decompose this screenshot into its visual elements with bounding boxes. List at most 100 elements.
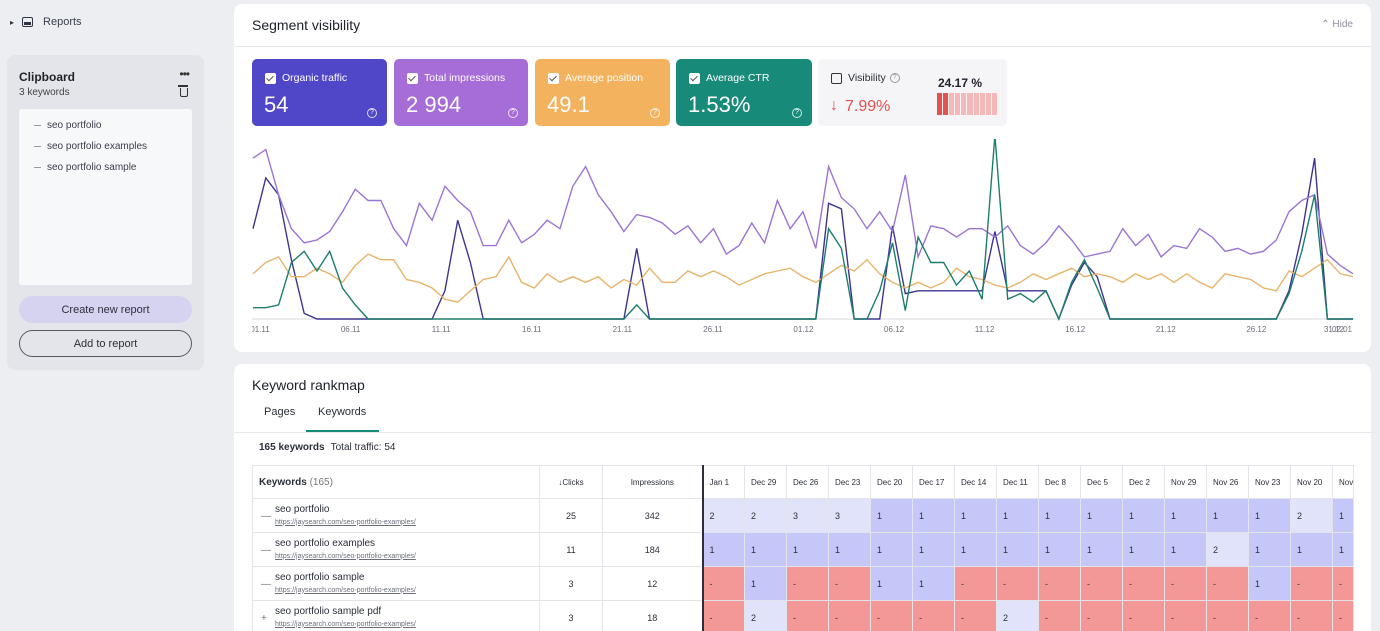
rank-cell[interactable]: 1	[1038, 498, 1081, 533]
rank-cell[interactable]: -	[786, 600, 829, 631]
help-icon[interactable]: ?	[367, 108, 377, 118]
metric-average-position[interactable]: Average position 49.1 ?	[535, 59, 670, 126]
help-icon[interactable]: ?	[508, 108, 518, 118]
keyword-cell[interactable]: — seo portfolio https://jaysearch.com/seo-…	[252, 498, 540, 533]
table-row[interactable]: — seo portfolio sample https://jaysearch.c…	[252, 566, 1355, 601]
checkbox-checked-icon[interactable]	[689, 72, 700, 84]
rank-cell[interactable]: 1	[786, 532, 829, 567]
rank-cell[interactable]: 1	[1122, 498, 1165, 533]
rank-cell[interactable]: -	[701, 566, 745, 601]
rank-cell[interactable]: -	[1080, 600, 1123, 631]
clicks-column-header[interactable]: ↓Clicks	[539, 465, 603, 499]
hide-button[interactable]: ⌃ Hide	[1321, 19, 1353, 30]
rank-cell[interactable]: 2	[744, 498, 787, 533]
table-row[interactable]: — seo portfolio https://jaysearch.com/seo-…	[252, 498, 1355, 533]
rank-cell[interactable]: -	[701, 600, 745, 631]
date-column-header[interactable]: Jan 1	[701, 465, 745, 499]
rank-cell[interactable]: -	[1080, 566, 1123, 601]
rank-cell[interactable]: -	[1206, 600, 1249, 631]
rank-cell[interactable]: 2	[1206, 532, 1249, 567]
date-column-header[interactable]: Dec 14	[954, 465, 997, 499]
date-column-header[interactable]: Dec 17	[912, 465, 955, 499]
date-column-header[interactable]: Dec 8	[1038, 465, 1081, 499]
tab-pages[interactable]: Pages	[264, 406, 296, 418]
rank-cell[interactable]: 1	[1290, 532, 1333, 567]
rank-cell[interactable]: 1	[1080, 498, 1123, 533]
rank-cell[interactable]: -	[1290, 566, 1333, 601]
rank-cell[interactable]: -	[996, 566, 1039, 601]
table-row[interactable]: — seo portfolio examples https://jaysearch…	[252, 532, 1355, 567]
keyword-cell[interactable]: — seo portfolio sample https://jaysearch.c…	[252, 566, 540, 601]
create-new-report-button[interactable]: Create new report	[19, 296, 192, 323]
more-options-icon[interactable]: •••	[179, 67, 190, 81]
collapse-icon[interactable]: —	[261, 579, 271, 590]
metric-average-ctr[interactable]: Average CTR 1.53% ?	[676, 59, 812, 126]
rank-cell[interactable]: 3	[786, 498, 829, 533]
rank-cell[interactable]: 1	[1122, 532, 1165, 567]
date-column-header[interactable]: Nov 29	[1164, 465, 1207, 499]
rank-cell[interactable]: -	[870, 600, 913, 631]
rank-cell[interactable]: 1	[954, 498, 997, 533]
rank-cell[interactable]: 1	[1248, 532, 1291, 567]
rank-cell[interactable]: -	[954, 566, 997, 601]
checkbox-checked-icon[interactable]	[407, 72, 418, 84]
help-icon[interactable]: ?	[792, 108, 802, 118]
rank-cell[interactable]: 2	[1290, 498, 1333, 533]
date-column-header[interactable]: Nov	[1331, 465, 1355, 499]
rank-cell[interactable]: -	[1248, 600, 1291, 631]
rank-cell[interactable]: 1	[1248, 498, 1291, 533]
rank-cell[interactable]: 2	[996, 600, 1039, 631]
rank-cell[interactable]: -	[1164, 600, 1207, 631]
clipboard-item[interactable]: seo portfolio examples	[19, 136, 192, 157]
rank-cell[interactable]: -	[954, 600, 997, 631]
keyword-url-link[interactable]: https://jaysearch.com/seo-portfolio-exam…	[275, 552, 416, 560]
reports-nav-item[interactable]: ▸ Reports	[10, 14, 82, 30]
help-icon[interactable]: ?	[650, 108, 660, 118]
date-column-header[interactable]: Dec 29	[744, 465, 787, 499]
date-column-header[interactable]: Nov 20	[1290, 465, 1333, 499]
date-column-header[interactable]: Dec 5	[1080, 465, 1123, 499]
add-to-report-button[interactable]: Add to report	[19, 330, 192, 357]
date-column-header[interactable]: Nov 26	[1206, 465, 1249, 499]
rank-cell[interactable]: 1	[870, 498, 913, 533]
rank-cell[interactable]: 1	[1164, 532, 1207, 567]
rank-cell[interactable]: -	[1038, 566, 1081, 601]
tab-keywords[interactable]: Keywords	[318, 406, 367, 418]
rank-cell[interactable]: 1	[1038, 532, 1081, 567]
date-column-header[interactable]: Dec 26	[786, 465, 829, 499]
metric-total-impressions[interactable]: Total impressions 2 994 ?	[394, 59, 528, 126]
date-column-header[interactable]: Dec 2	[1122, 465, 1165, 499]
checkbox-checked-icon[interactable]	[548, 72, 559, 84]
rank-cell[interactable]: 1	[870, 532, 913, 567]
rank-cell[interactable]: -	[1331, 600, 1355, 631]
rank-cell[interactable]: -	[1206, 566, 1249, 601]
expand-icon[interactable]: +	[261, 613, 267, 624]
rank-cell[interactable]: -	[1038, 600, 1081, 631]
rank-cell[interactable]: 1	[996, 532, 1039, 567]
rank-cell[interactable]: 3	[828, 498, 871, 533]
keywords-column-header[interactable]: Keywords (165)	[252, 465, 540, 499]
rank-cell[interactable]: 1	[1331, 498, 1355, 533]
rank-cell[interactable]: 1	[912, 498, 955, 533]
rank-cell[interactable]: -	[912, 600, 955, 631]
clipboard-item[interactable]: seo portfolio	[19, 115, 192, 136]
date-column-header[interactable]: Dec 23	[828, 465, 871, 499]
rank-cell[interactable]: -	[1164, 566, 1207, 601]
date-column-header[interactable]: Nov 23	[1248, 465, 1291, 499]
date-column-header[interactable]: Dec 20	[870, 465, 913, 499]
keyword-url-link[interactable]: https://jaysearch.com/seo-portfolio-exam…	[275, 620, 416, 628]
segment-line-chart[interactable]: 01.11 06.11 11.11 16.11 21.11 26.11 01.12 06.12…	[252, 139, 1354, 339]
rank-cell[interactable]: 1	[744, 566, 787, 601]
rank-cell[interactable]: -	[1290, 600, 1333, 631]
rank-cell[interactable]: 2	[701, 498, 745, 533]
rank-cell[interactable]: 1	[1331, 532, 1355, 567]
rank-cell[interactable]: -	[1122, 600, 1165, 631]
rank-cell[interactable]: 1	[912, 566, 955, 601]
table-row[interactable]: + seo portfolio sample pdf https://jaysear…	[252, 600, 1355, 631]
rank-cell[interactable]: 1	[828, 532, 871, 567]
rank-cell[interactable]: -	[828, 600, 871, 631]
rank-cell[interactable]: 1	[996, 498, 1039, 533]
keyword-url-link[interactable]: https://jaysearch.com/seo-portfolio-exam…	[275, 586, 416, 594]
trash-icon[interactable]	[178, 85, 188, 97]
rank-cell[interactable]: 1	[870, 566, 913, 601]
